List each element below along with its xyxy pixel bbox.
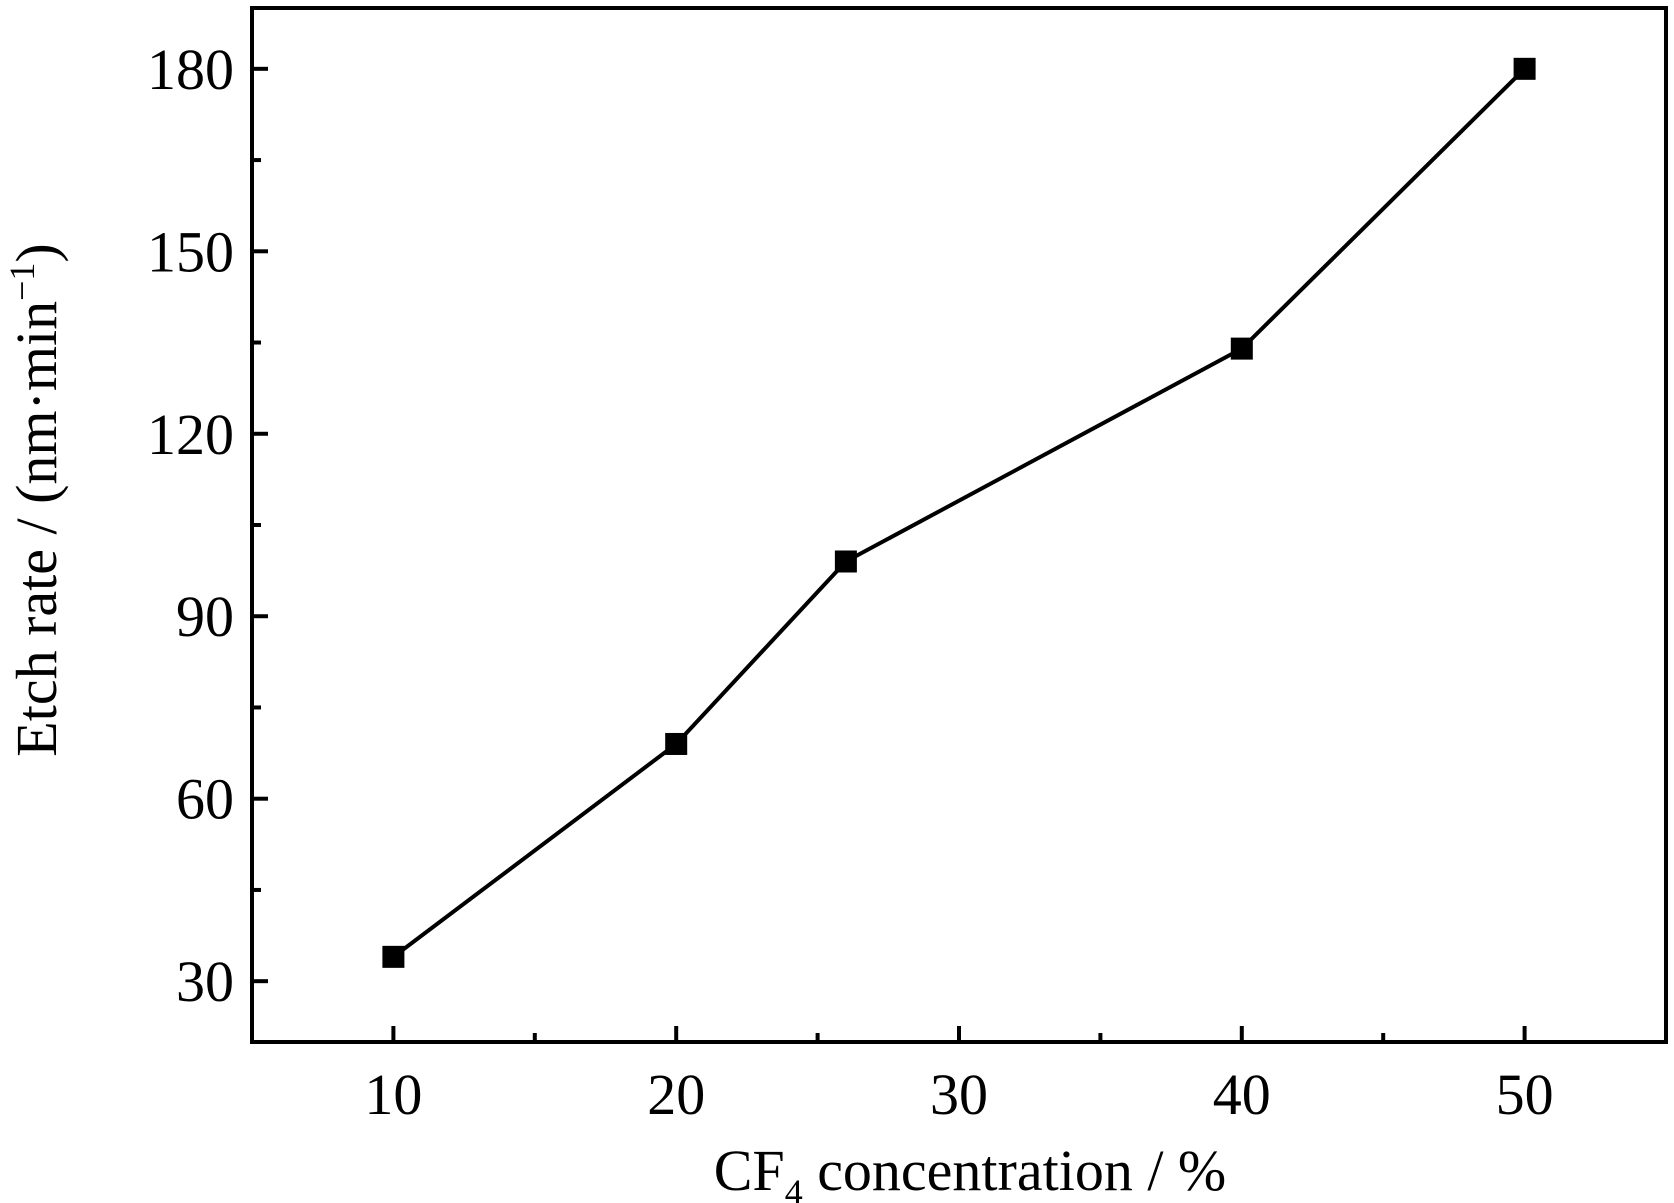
y-axis-title-superscript: −1 [2,263,42,301]
y-axis-ticks [252,66,268,984]
x-tick-label: 30 [930,1062,988,1127]
y-tick-label: 120 [147,402,234,467]
data-point-marker [834,550,857,573]
y-tick-label: 60 [176,767,234,832]
x-axis-tick-labels: 10 20 30 40 50 [364,1062,1553,1127]
series-line [392,67,1527,959]
data-point-marker [382,945,405,968]
x-tick-label: 10 [364,1062,422,1127]
y-tick-label: 30 [176,949,234,1014]
x-axis-title-suffix: concentration / % [803,1138,1227,1203]
x-axis-title: CF4 concentration / % [714,1138,1227,1203]
x-axis-title-prefix: CF [714,1138,785,1203]
y-axis-title-prefix: Etch rate / (nm·min [4,301,69,757]
x-tick-label: 40 [1213,1062,1271,1127]
y-axis-title: Etch rate / (nm·min−1) [2,243,69,756]
y-tick-label: 150 [147,219,234,284]
data-point-marker [665,732,688,755]
plot-area: 10 20 30 40 50 30 60 90 120 150 180 [147,6,1668,1127]
data-point-marker [1230,337,1253,360]
x-axis-title-subscript: 4 [785,1172,803,1203]
y-tick-label: 90 [176,584,234,649]
x-axis-ticks [391,1026,1527,1042]
x-tick-label: 20 [647,1062,705,1127]
data-point-marker [1513,57,1536,80]
x-tick-label: 50 [1496,1062,1554,1127]
y-axis-title-suffix: ) [4,243,69,262]
series-markers [382,57,1536,968]
y-tick-label: 180 [147,37,234,102]
y-axis-tick-labels: 30 60 90 120 150 180 [147,37,234,1014]
plot-frame [250,6,1668,1044]
series-lines [392,67,1527,959]
